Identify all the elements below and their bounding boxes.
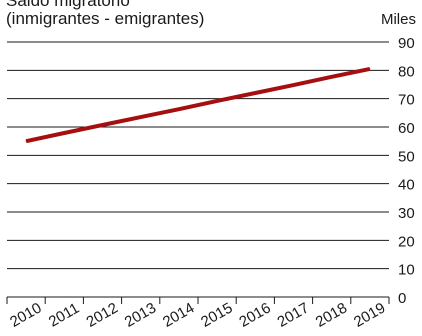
x-tick-label-2018: 2018 xyxy=(313,299,350,330)
y-tick-label-0: 0 xyxy=(398,290,406,307)
data-point-2016 xyxy=(254,92,256,94)
x-tick-label-2017: 2017 xyxy=(275,299,312,330)
data-point-2013 xyxy=(140,116,142,118)
x-tick-label-2014: 2014 xyxy=(160,299,197,330)
x-tick-label-2012: 2012 xyxy=(84,299,121,330)
series-layer xyxy=(25,66,371,144)
x-axis: 2010 2011 2012 2013 2014 2015 2016 2017 2018 2019 xyxy=(6,296,390,331)
y-tick-label-40: 40 xyxy=(398,177,415,194)
data-point-2010 xyxy=(25,140,27,142)
y-axis-ticks: 0 10 20 30 40 50 60 70 80 90 xyxy=(398,35,415,307)
x-tick-label-2019: 2019 xyxy=(351,299,388,330)
y-tick-label-30: 30 xyxy=(398,205,415,222)
gridlines xyxy=(7,41,389,270)
x-tick-label-2011: 2011 xyxy=(46,300,82,331)
y-tick-label-60: 60 xyxy=(398,120,415,137)
y-tick-label-20: 20 xyxy=(398,233,415,250)
series-line-0 xyxy=(25,66,371,144)
x-tick-label-2015: 2015 xyxy=(198,299,235,330)
data-point-2014 xyxy=(178,108,180,110)
chart-title: Saldo migratorio xyxy=(6,0,130,10)
x-tick-label-2016: 2016 xyxy=(236,299,273,330)
y-tick-label-10: 10 xyxy=(398,262,415,279)
x-tick-label-2010: 2010 xyxy=(7,299,44,330)
y-tick-label-90: 90 xyxy=(398,35,415,52)
unit-label: Miles xyxy=(380,11,416,28)
y-tick-label-80: 80 xyxy=(398,63,415,80)
x-tick-label-2013: 2013 xyxy=(122,299,159,330)
data-point-2011 xyxy=(63,132,65,134)
data-point-2019 xyxy=(369,68,371,70)
data-point-2012 xyxy=(102,124,103,126)
y-tick-label-70: 70 xyxy=(398,92,415,109)
data-point-2015 xyxy=(216,100,218,102)
data-point-2017 xyxy=(293,84,294,86)
data-point-2018 xyxy=(331,76,333,78)
chart-subtitle: (inmigrantes - emigrantes) xyxy=(6,9,205,28)
y-tick-label-50: 50 xyxy=(398,148,415,165)
